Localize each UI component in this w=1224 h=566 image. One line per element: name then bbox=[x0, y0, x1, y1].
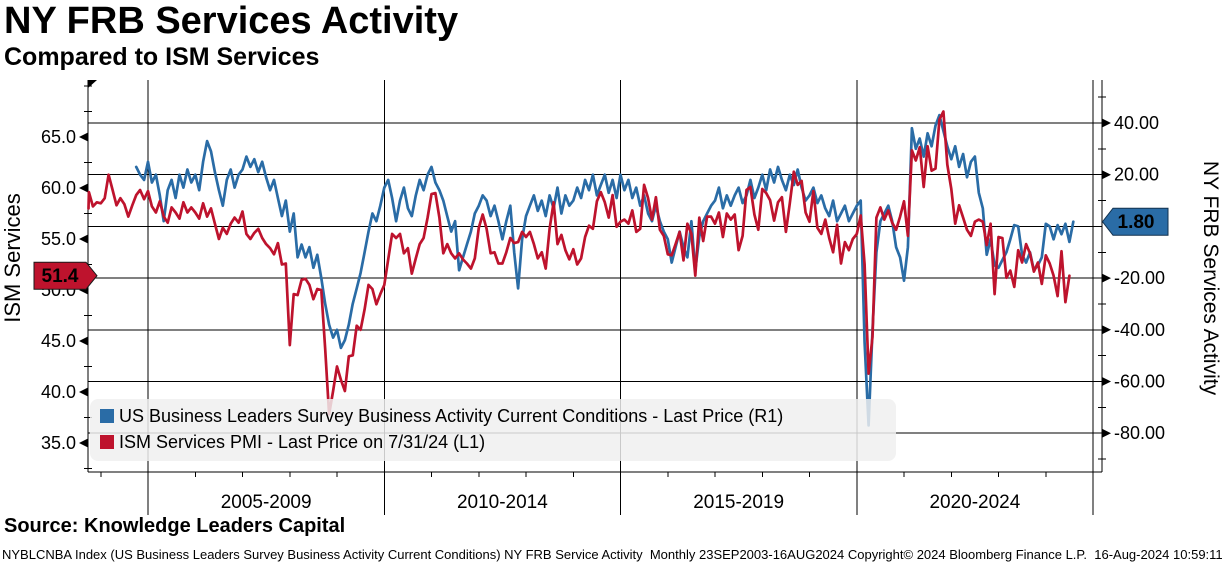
chart-title: NY FRB Services Activity bbox=[4, 0, 459, 42]
right-tick-arrow-icon bbox=[1102, 377, 1111, 386]
right-axis-tick-label: -40.00 bbox=[1114, 320, 1165, 340]
axis-corner-mark bbox=[88, 80, 97, 88]
left-axis-tick-label: 40.0 bbox=[41, 382, 76, 402]
right-axis-tick-label: -80.00 bbox=[1114, 423, 1165, 443]
right-axis-title: NY FRB Services Activity bbox=[1199, 161, 1222, 396]
legend-label-ism: ISM Services PMI - Last Price on 7/31/24… bbox=[119, 431, 486, 452]
legend-item-nyfrb[interactable]: US Business Leaders Survey Business Acti… bbox=[100, 403, 896, 429]
right-axis-last-price-badge bbox=[1101, 207, 1169, 236]
right-axis-tick-label: -20.00 bbox=[1114, 268, 1165, 288]
left-axis-tick-label: 55.0 bbox=[41, 229, 76, 249]
right-tick-arrow-icon bbox=[1102, 273, 1111, 283]
legend: US Business Leaders Survey Business Acti… bbox=[90, 399, 896, 461]
right-tick-arrow-icon bbox=[1102, 325, 1111, 335]
right-axis-tick-label: 40.00 bbox=[1114, 113, 1159, 133]
series-nyfrb-line bbox=[134, 113, 1075, 427]
left-axis-title: ISM Services bbox=[0, 193, 25, 323]
bloomberg-footnote: NYBLCNBA Index (US Business Leaders Surv… bbox=[2, 547, 1223, 562]
legend-swatch-blue-icon bbox=[100, 409, 114, 423]
left-tick-arrow-icon bbox=[79, 234, 88, 244]
x-axis-period-label: 2020-2024 bbox=[929, 492, 1020, 513]
left-axis-last-price-badge bbox=[33, 261, 98, 290]
left-axis-tick-label: 35.0 bbox=[41, 433, 76, 453]
legend-swatch-red-icon bbox=[100, 435, 114, 449]
right-tick-arrow-icon bbox=[1102, 170, 1111, 180]
series-ism-line bbox=[87, 110, 1071, 416]
left-axis-last-price-value: 51.4 bbox=[42, 266, 79, 287]
right-axis-tick-label: 20.00 bbox=[1114, 165, 1159, 185]
x-axis-period-label: 2010-2014 bbox=[457, 492, 548, 513]
left-axis-tick-label: 45.0 bbox=[41, 331, 76, 351]
legend-item-ism[interactable]: ISM Services PMI - Last Price on 7/31/24… bbox=[100, 429, 896, 455]
legend-label-nyfrb: US Business Leaders Survey Business Acti… bbox=[119, 405, 784, 426]
right-axis-last-price-value: 1.80 bbox=[1118, 212, 1155, 233]
left-tick-arrow-icon bbox=[79, 438, 88, 448]
left-tick-arrow-icon bbox=[79, 387, 88, 397]
right-axis-tick-label: -60.00 bbox=[1114, 372, 1165, 392]
chart-subtitle: Compared to ISM Services bbox=[4, 43, 320, 71]
left-axis-tick-label: 60.0 bbox=[41, 178, 76, 198]
x-axis-period-label: 2005-2009 bbox=[221, 492, 312, 513]
left-tick-arrow-icon bbox=[79, 336, 88, 346]
right-tick-arrow-icon bbox=[1102, 428, 1111, 438]
left-tick-arrow-icon bbox=[79, 183, 88, 193]
left-tick-arrow-icon bbox=[79, 132, 88, 142]
left-axis-tick-label: 65.0 bbox=[41, 127, 76, 147]
source-line: Source: Knowledge Leaders Capital bbox=[4, 515, 346, 537]
right-tick-arrow-icon bbox=[1102, 118, 1111, 128]
x-axis-period-label: 2015-2019 bbox=[693, 492, 784, 513]
